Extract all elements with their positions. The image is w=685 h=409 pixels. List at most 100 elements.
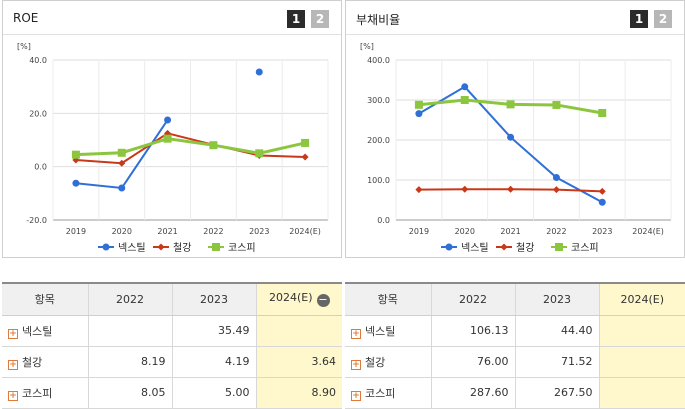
data-point bbox=[164, 116, 172, 124]
expand-plus-icon[interactable]: + bbox=[8, 328, 18, 339]
table-row: + 철강 76.00 71.52 bbox=[345, 346, 685, 378]
data-point bbox=[71, 150, 80, 159]
header-item: 항목 bbox=[345, 282, 432, 316]
roe-page-1-button[interactable]: 1 bbox=[287, 10, 305, 28]
cell-2022: 8.05 bbox=[88, 377, 173, 409]
legend-label: 철강 bbox=[173, 242, 191, 254]
x-tick-label: 2019 bbox=[409, 227, 429, 236]
debt-table: 항목 2022 2023 2024(E) + 넥스틸 106.13 44.40 +… bbox=[345, 282, 685, 409]
data-point bbox=[255, 149, 264, 158]
data-point bbox=[461, 185, 469, 193]
x-tick-label: 2022 bbox=[546, 227, 566, 236]
roe-table: 항목 2022 2023 2024(E) − + 넥스틸 35.49 + 철강 8.1… bbox=[2, 282, 342, 409]
header-2023: 2023 bbox=[515, 282, 600, 316]
data-point bbox=[164, 129, 172, 137]
expand-plus-icon[interactable]: + bbox=[351, 328, 361, 339]
legend-marker bbox=[212, 243, 220, 251]
y-tick-label: 40.0 bbox=[29, 56, 47, 65]
series-line bbox=[75, 132, 306, 165]
x-tick-label: 2021 bbox=[157, 227, 177, 236]
debt-ratio-panel: 부채비율 1 2 [%] 0.0 100.0 200.0 300.0 400.0 2019 2… bbox=[345, 0, 685, 258]
y-unit-label: [%] bbox=[17, 42, 31, 51]
table-row: + 넥스틸 35.49 bbox=[2, 315, 342, 347]
debt-page-1-button[interactable]: 1 bbox=[630, 10, 648, 28]
legend-label: 넥스틸 bbox=[118, 241, 146, 254]
cell-2023: 35.49 bbox=[172, 315, 257, 347]
cell-2023: 4.19 bbox=[172, 346, 257, 378]
data-point bbox=[163, 134, 172, 143]
cell-2022: 76.00 bbox=[431, 346, 516, 378]
debt-title: 부채비율 bbox=[356, 13, 401, 27]
data-point bbox=[507, 133, 515, 141]
cell-2024e bbox=[599, 315, 685, 347]
data-point bbox=[118, 184, 126, 192]
x-tick-label: 2021 bbox=[500, 227, 520, 236]
roe-pager: 1 2 bbox=[287, 10, 329, 28]
data-point bbox=[552, 174, 560, 182]
x-tick-label: 2024(E) bbox=[289, 227, 321, 236]
row-name: 넥스틸 bbox=[365, 324, 396, 338]
roe-panel-header: ROE 1 2 bbox=[3, 1, 341, 35]
data-point bbox=[506, 100, 515, 109]
row-name: 코스피 bbox=[365, 386, 396, 400]
cell-2024e bbox=[256, 315, 342, 347]
cell-2023: 267.50 bbox=[515, 377, 600, 409]
header-2023: 2023 bbox=[172, 282, 257, 316]
data-point bbox=[461, 83, 469, 91]
cell-2022 bbox=[88, 315, 173, 347]
header-2022: 2022 bbox=[431, 282, 516, 316]
collapse-minus-icon[interactable]: − bbox=[316, 293, 330, 308]
data-point bbox=[552, 100, 561, 109]
expand-plus-icon[interactable]: + bbox=[351, 359, 361, 370]
debt-pager: 1 2 bbox=[630, 10, 672, 28]
row-name: 철강 bbox=[22, 355, 43, 369]
data-point bbox=[255, 68, 263, 76]
cell-2024e: 3.64 bbox=[256, 346, 342, 378]
data-point bbox=[118, 159, 126, 167]
cell-2024e bbox=[599, 346, 685, 378]
roe-chart: [%] -20.0 0.0 20.0 40.0 2019 2020 2021 2022 2023 2… bbox=[3, 35, 341, 257]
y-tick-label: 0.0 bbox=[34, 163, 47, 172]
data-point bbox=[415, 186, 423, 194]
cell-2022: 287.60 bbox=[431, 377, 516, 409]
data-point bbox=[301, 138, 310, 147]
cell-2024e bbox=[599, 377, 685, 409]
debt-page-2-button[interactable]: 2 bbox=[654, 10, 672, 28]
y-tick-label: 20.0 bbox=[29, 109, 47, 118]
roe-page-2-button[interactable]: 2 bbox=[311, 10, 329, 28]
legend-marker bbox=[157, 243, 165, 251]
legend-marker bbox=[555, 243, 563, 251]
expand-plus-icon[interactable]: + bbox=[351, 390, 361, 401]
legend-marker bbox=[102, 243, 110, 251]
data-point bbox=[460, 96, 469, 104]
row-name: 코스피 bbox=[22, 386, 53, 400]
cell-2023: 71.52 bbox=[515, 346, 600, 378]
table-row: + 철강 8.19 4.19 3.64 bbox=[2, 346, 342, 378]
debt-table-header-row: 항목 2022 2023 2024(E) bbox=[345, 282, 685, 316]
header-2024e: 2024(E) bbox=[599, 282, 685, 316]
cell-2022: 8.19 bbox=[88, 346, 173, 378]
data-point bbox=[598, 109, 607, 117]
cell-2024e: 8.90 bbox=[256, 377, 342, 409]
data-point bbox=[415, 110, 423, 118]
x-tick-label: 2019 bbox=[66, 227, 86, 236]
roe-panel: ROE 1 2 [%] -20.0 0.0 20.0 40.0 2019 2020 2021 2… bbox=[2, 0, 342, 258]
expand-plus-icon[interactable]: + bbox=[8, 390, 18, 401]
legend-marker bbox=[500, 243, 508, 251]
legend-label: 넥스틸 bbox=[461, 241, 489, 254]
cell-2022: 106.13 bbox=[431, 315, 516, 347]
data-point bbox=[301, 153, 309, 161]
y-tick-label: 0.0 bbox=[377, 216, 390, 225]
series-line bbox=[75, 137, 306, 157]
header-item: 항목 bbox=[2, 282, 89, 316]
table-row: + 코스피 287.60 267.50 bbox=[345, 377, 685, 409]
x-tick-label: 2022 bbox=[203, 227, 223, 236]
data-point bbox=[72, 179, 80, 187]
data-point bbox=[209, 141, 218, 150]
expand-plus-icon[interactable]: + bbox=[8, 359, 18, 370]
header-2024e: 2024(E) − bbox=[256, 282, 342, 316]
legend-label: 코스피 bbox=[571, 242, 599, 254]
data-point bbox=[598, 187, 606, 195]
row-name: 넥스틸 bbox=[22, 324, 53, 338]
x-tick-label: 2020 bbox=[455, 227, 475, 236]
